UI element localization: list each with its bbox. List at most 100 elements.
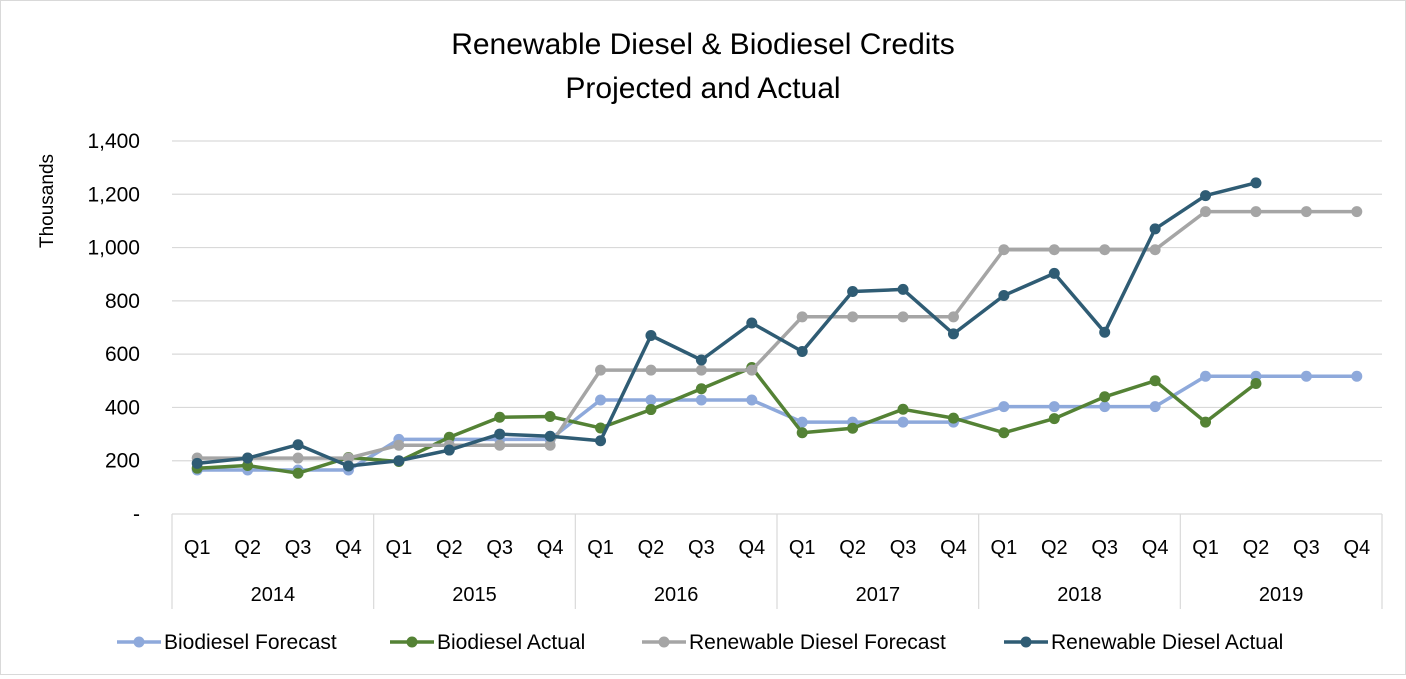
data-point [494, 411, 506, 423]
data-point [796, 311, 808, 323]
legend-label: Renewable Diesel Forecast [689, 631, 946, 654]
data-point [1149, 375, 1161, 387]
y-tick-label: - [133, 503, 140, 526]
data-point [746, 317, 758, 329]
y-tick-label: 800 [105, 290, 140, 313]
data-point [645, 329, 657, 341]
quarter-tick-label: Q3 [486, 537, 513, 559]
data-point [1099, 244, 1111, 256]
data-point [544, 439, 556, 451]
quarter-tick-label: Q3 [1091, 537, 1118, 559]
data-point [393, 455, 405, 467]
data-point [1200, 416, 1212, 428]
data-point [695, 354, 707, 366]
series-line [197, 209, 1357, 460]
legend-swatch-marker [133, 636, 145, 648]
legend: Biodiesel Forecast Biodiesel Actual Renewa… [117, 631, 1283, 654]
y-tick-label: 600 [105, 343, 140, 366]
legend-label: Biodiesel Actual [437, 631, 585, 654]
data-point [1149, 223, 1161, 235]
quarter-tick-label: Q1 [386, 537, 413, 559]
chart-title: Renewable Diesel & Biodiesel Credits [451, 28, 955, 61]
series-lines [191, 177, 1363, 479]
data-point [847, 311, 859, 323]
data-point [947, 311, 959, 323]
y-tick-label: 400 [105, 396, 140, 419]
quarter-tick-label: Q1 [789, 537, 816, 559]
year-tick-label: 2014 [251, 584, 296, 606]
data-point [1250, 377, 1262, 389]
data-point [242, 452, 254, 464]
data-point [342, 452, 354, 464]
quarter-tick-label: Q2 [1041, 537, 1068, 559]
data-point [443, 431, 455, 443]
data-point [796, 416, 808, 428]
quarter-tick-label: Q2 [436, 537, 463, 559]
data-point [544, 430, 556, 442]
data-point [947, 412, 959, 424]
data-point [847, 422, 859, 434]
data-point [1300, 370, 1312, 382]
data-point [897, 311, 909, 323]
quarter-tick-label: Q4 [335, 537, 362, 559]
data-point [595, 394, 607, 406]
data-point [1048, 401, 1060, 413]
data-point [645, 364, 657, 376]
data-point [645, 404, 657, 416]
chart-subtitle: Projected and Actual [565, 72, 840, 105]
year-tick-label: 2015 [452, 584, 497, 606]
legend-swatch-marker [1020, 636, 1032, 648]
data-point [1149, 244, 1161, 256]
data-point [897, 403, 909, 415]
data-point [1048, 267, 1060, 279]
data-point [897, 416, 909, 428]
data-point [1300, 206, 1312, 218]
data-point [796, 345, 808, 357]
data-point [998, 244, 1010, 256]
data-point [595, 435, 607, 447]
data-point [695, 383, 707, 395]
data-point [1250, 177, 1262, 189]
legend-item: Biodiesel Forecast [117, 631, 337, 654]
legend-item: Renewable Diesel Actual [1004, 631, 1283, 654]
quarter-tick-label: Q2 [1243, 537, 1270, 559]
data-point [494, 439, 506, 451]
quarter-tick-label: Q4 [537, 537, 564, 559]
data-point [847, 286, 859, 298]
legend-item: Biodiesel Actual [390, 631, 585, 654]
data-point [1200, 206, 1212, 218]
y-axis-label: Thousands [37, 154, 58, 248]
y-tick-label: 200 [105, 450, 140, 473]
y-tick-label: 1,400 [87, 130, 140, 153]
quarter-tick-label: Q3 [285, 537, 312, 559]
data-point [595, 364, 607, 376]
legend-label: Renewable Diesel Actual [1051, 631, 1283, 654]
data-point [1048, 244, 1060, 256]
quarter-tick-label: Q3 [890, 537, 917, 559]
year-tick-label: 2018 [1057, 584, 1102, 606]
y-tick-label: 1,200 [87, 183, 140, 206]
data-point [544, 410, 556, 422]
data-point [897, 283, 909, 295]
data-point [947, 328, 959, 340]
data-point [1099, 326, 1111, 338]
data-point [292, 452, 304, 464]
data-point [292, 467, 304, 479]
legend-swatch-marker [406, 636, 418, 648]
data-point [998, 401, 1010, 413]
data-point [342, 460, 354, 472]
year-tick-label: 2019 [1259, 584, 1304, 606]
legend-swatch-marker [658, 636, 670, 648]
data-point [1200, 190, 1212, 202]
data-point [1200, 370, 1212, 382]
series-renewable-diesel-actual [191, 177, 1262, 472]
quarter-tick-label: Q4 [738, 537, 765, 559]
data-point [695, 364, 707, 376]
series-line [197, 374, 1357, 472]
quarter-tick-label: Q1 [184, 537, 211, 559]
series-biodiesel-actual [191, 361, 1262, 479]
quarter-tick-label: Q1 [1192, 537, 1219, 559]
data-point [746, 364, 758, 376]
data-point [998, 427, 1010, 439]
legend-item: Renewable Diesel Forecast [642, 631, 946, 654]
